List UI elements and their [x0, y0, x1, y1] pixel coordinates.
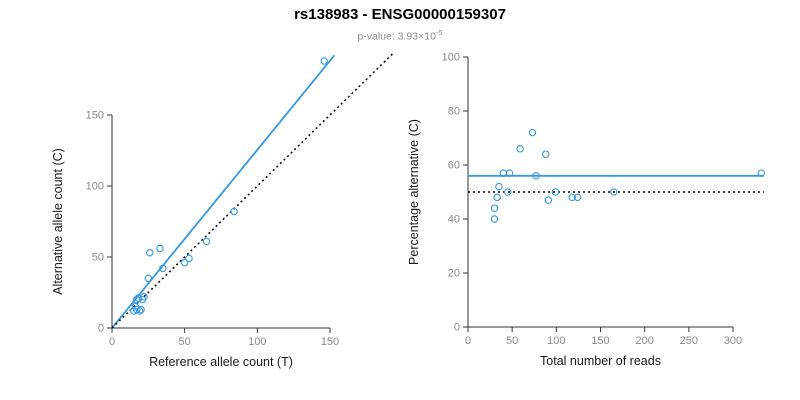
- data-point: [532, 172, 540, 180]
- regression-line: [111, 54, 336, 329]
- data-point: [132, 295, 141, 304]
- data-point: [159, 264, 167, 273]
- x-tick-label: 200: [635, 335, 653, 347]
- chart-panel-0: 0 50 100 150 0 50 100 150 Reference allele count…: [51, 53, 394, 369]
- x-tick-label: 50: [179, 336, 191, 348]
- x-tick-label: 150: [321, 336, 339, 348]
- data-point: [137, 305, 145, 314]
- page-title: rs138983 - ENSG00000159307: [294, 6, 506, 23]
- y-tick-label: 40: [448, 214, 460, 226]
- pvalue-subtitle: p-value: 3.93×10-5: [0, 27, 800, 43]
- data-point: [180, 258, 189, 267]
- pvalue-label: p-value:: [357, 30, 398, 43]
- y-tick-label: 0: [454, 322, 460, 334]
- x-axis-title: Reference allele count (T): [149, 355, 293, 369]
- data-point: [528, 128, 537, 137]
- data-point: [490, 204, 499, 212]
- y-axis-title: Percentage alternative (C): [407, 119, 421, 265]
- figure-header: rs138983 - ENSG00000159307 p-value: 3.93…: [0, 6, 800, 43]
- x-tick-label: 100: [547, 335, 565, 347]
- data-point: [140, 293, 148, 301]
- y-tick-label: 100: [86, 181, 104, 193]
- y-tick-label: 100: [442, 52, 460, 64]
- data-point: [551, 188, 560, 196]
- data-point: [185, 254, 193, 263]
- identity-line: [111, 53, 394, 329]
- pvalue-base: 3.93×10: [397, 30, 436, 43]
- data-point: [505, 169, 514, 177]
- data-point: [544, 196, 553, 204]
- x-tick-label: 0: [109, 336, 115, 348]
- y-tick-label: 60: [448, 160, 460, 172]
- data-point: [146, 248, 154, 257]
- data-point: [156, 244, 164, 253]
- data-point: [490, 215, 499, 223]
- y-tick-label: 50: [92, 252, 104, 264]
- x-tick-label: 0: [465, 335, 471, 347]
- x-tick-label: 50: [506, 335, 518, 347]
- data-point: [757, 169, 766, 177]
- y-tick-label: 150: [86, 110, 104, 122]
- data-point: [202, 237, 211, 246]
- y-tick-label: 80: [448, 106, 460, 118]
- data-point: [573, 193, 582, 202]
- y-axis-title: Alternative allele count (C): [51, 148, 65, 295]
- data-point: [495, 182, 503, 191]
- charts-canvas: 0 50 100 150 0 50 100 150 Reference allele count…: [51, 52, 766, 369]
- y-tick-label: 0: [98, 323, 104, 335]
- data-point: [320, 57, 328, 65]
- data-point: [493, 193, 501, 202]
- data-point: [230, 207, 238, 216]
- x-tick-label: 250: [680, 335, 698, 347]
- data-point: [503, 188, 512, 196]
- x-tick-label: 100: [248, 336, 266, 348]
- data-point: [516, 145, 524, 153]
- data-point: [609, 188, 618, 196]
- data-point: [568, 193, 576, 202]
- data-point: [541, 150, 550, 158]
- data-point: [135, 307, 144, 315]
- x-tick-label: 150: [591, 335, 609, 347]
- y-tick-label: 20: [448, 268, 460, 280]
- chart-panel-1: 0 50 100 150 200 250 300 0 20 40 60 80 100 Total numb…: [407, 52, 766, 368]
- pvalue-exponent: -5: [435, 28, 443, 37]
- charts-area: 0 50 100 150 0 50 100 150 Reference allele count…: [0, 45, 800, 400]
- x-axis-title: Total number of reads: [540, 354, 661, 368]
- data-point: [144, 274, 153, 283]
- x-tick-label: 300: [724, 335, 742, 347]
